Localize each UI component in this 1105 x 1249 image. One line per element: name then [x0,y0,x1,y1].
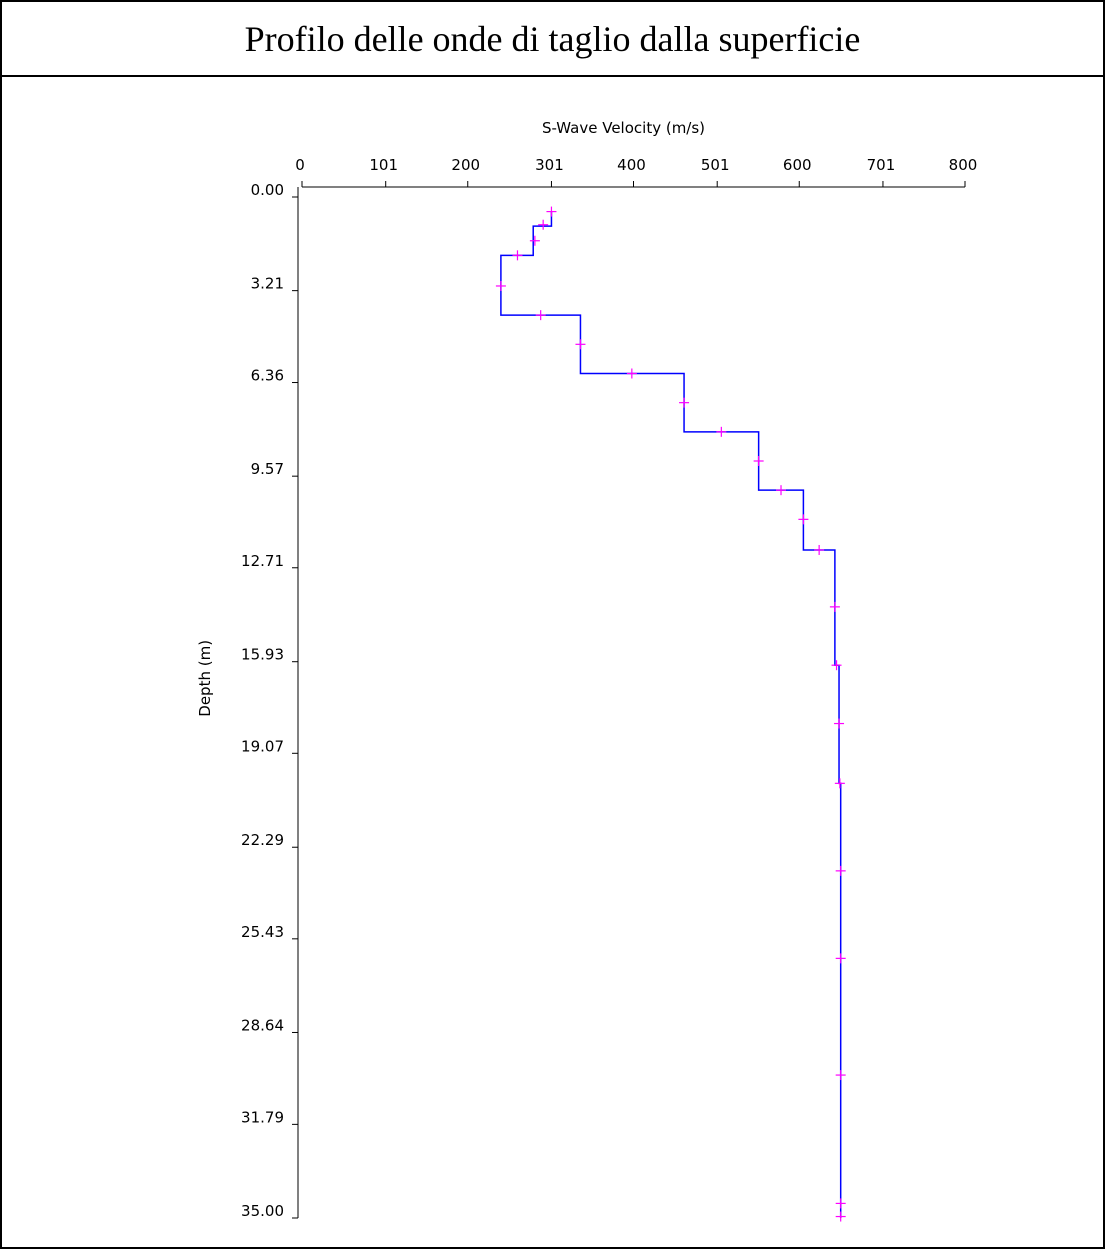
profile-marker [529,235,540,246]
page-title: Profilo delle onde di taglio dalla super… [244,18,861,59]
marker-series [495,206,846,1222]
y-tick-label: 28.64 [241,1016,284,1034]
y-axis-label: Depth (m) [196,640,214,717]
y-tick-label: 6.36 [251,367,284,385]
x-axis-label: S-Wave Velocity (m/s) [542,119,705,137]
x-tick-label: 101 [369,156,398,174]
y-tick-label: 12.71 [241,552,284,570]
profile-marker [512,250,523,261]
profile-marker [831,660,842,671]
profile-series [500,211,842,1218]
y-tick-label: 22.29 [241,831,284,849]
axes: 0 101 200 301 400 501 600 701 800 0.00 3.21 6.36 9.5… [241,156,977,1220]
x-tick-label: 301 [535,156,564,174]
y-tick-label: 15.93 [241,646,284,664]
profile-marker [814,544,825,555]
profile-marker [546,206,557,217]
profile-marker [776,485,787,496]
x-tick-label: 600 [783,156,812,174]
profile-marker [753,456,764,467]
profile-marker [835,1198,846,1209]
profile-marker [716,426,727,437]
y-tick-label: 35.00 [241,1202,284,1220]
profile-marker [834,718,845,729]
profile-marker [835,953,846,964]
profile-marker [495,280,506,291]
x-tick-label: 200 [451,156,480,174]
x-tick-label: 501 [701,156,730,174]
y-tick-label: 19.07 [241,737,284,755]
profile-marker [575,339,586,350]
profile-marker [538,219,549,230]
profile-marker [535,310,546,321]
profile-marker [829,601,840,612]
profile-marker [834,778,845,789]
profile-marker [835,1070,846,1081]
y-tick-label: 0.00 [251,181,284,199]
y-tick-label: 25.43 [241,923,284,941]
x-tick-label: 400 [617,156,646,174]
profile-line [500,211,842,1218]
y-tick-label: 31.79 [241,1108,284,1126]
y-tick-label: 9.57 [251,460,284,478]
title-row: Profilo delle onde di taglio dalla super… [2,2,1103,77]
profile-marker [835,1211,846,1222]
y-tick-label: 3.21 [251,275,284,293]
profile-marker [798,514,809,525]
x-tick-label: 800 [949,156,978,174]
x-tick-label: 701 [867,156,896,174]
profile-marker [679,397,690,408]
profile-marker [626,368,637,379]
profile-marker [835,865,846,876]
x-tick-label: 0 [295,156,305,174]
